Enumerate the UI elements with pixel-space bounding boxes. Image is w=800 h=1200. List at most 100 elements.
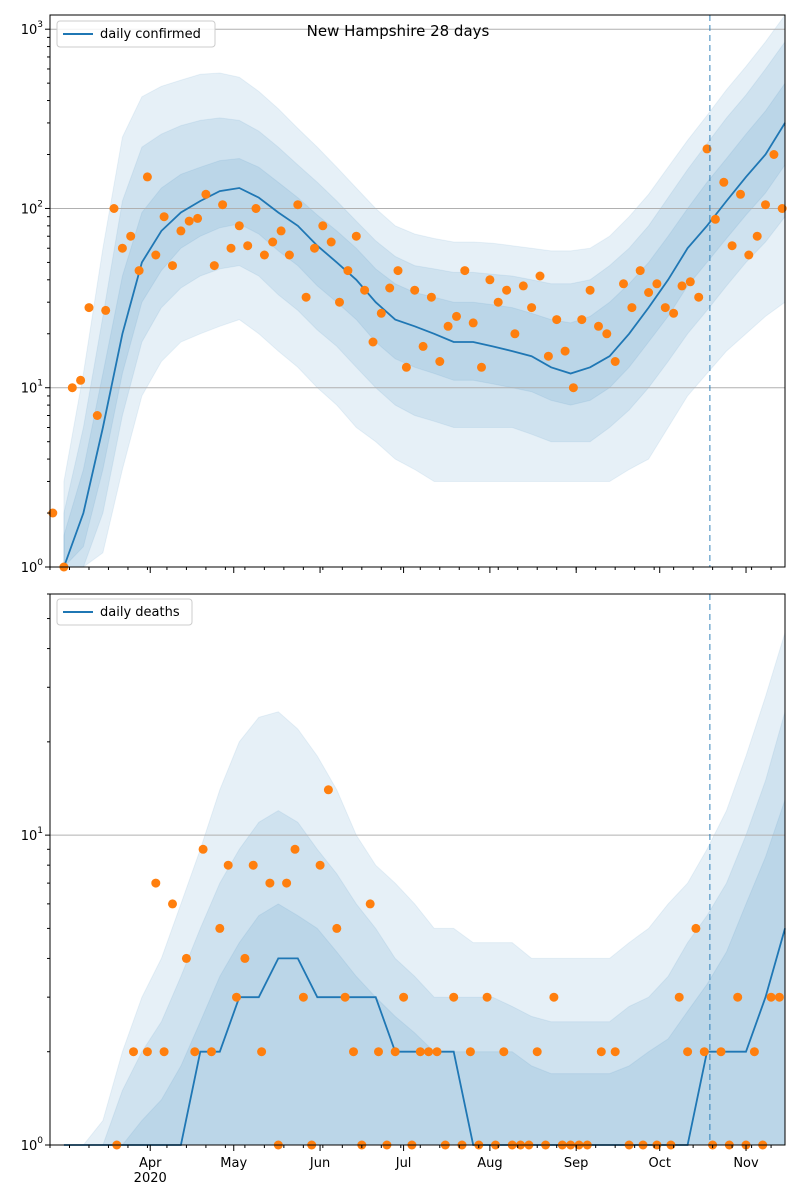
data-point bbox=[577, 315, 587, 325]
data-point bbox=[716, 1047, 726, 1057]
data-point bbox=[468, 318, 478, 328]
x-tick-label: Jun bbox=[309, 1156, 330, 1171]
data-point bbox=[399, 992, 409, 1002]
data-point bbox=[259, 250, 269, 260]
data-point bbox=[736, 189, 745, 199]
data-point bbox=[443, 321, 453, 331]
data-point bbox=[282, 878, 292, 888]
chart-title: New Hampshire 28 days bbox=[307, 22, 490, 40]
y-tick-label: 101 bbox=[21, 826, 43, 844]
confirmed-y-axis: 100 101 102 103 bbox=[21, 20, 50, 576]
y-tick-label: 103 bbox=[21, 20, 43, 38]
confirmed-panel: 100 101 102 103 New Hampshire 28 days daily… bbox=[21, 13, 787, 576]
data-point bbox=[209, 261, 219, 271]
confirmed-legend-label: daily confirmed bbox=[100, 27, 201, 42]
data-point bbox=[290, 844, 300, 854]
data-point bbox=[465, 1047, 475, 1057]
data-point bbox=[435, 357, 445, 366]
data-point bbox=[248, 860, 258, 870]
data-point bbox=[766, 992, 776, 1002]
data-point bbox=[499, 1047, 509, 1057]
data-point bbox=[349, 1047, 358, 1057]
data-point bbox=[635, 266, 645, 276]
data-point bbox=[92, 411, 102, 420]
data-point bbox=[159, 1047, 169, 1057]
data-point bbox=[644, 288, 654, 297]
data-point bbox=[129, 1047, 138, 1057]
data-point bbox=[207, 1047, 216, 1057]
data-point bbox=[543, 351, 553, 361]
data-point bbox=[117, 243, 127, 253]
confirmed-line bbox=[63, 122, 786, 568]
data-point bbox=[510, 329, 520, 339]
data-point bbox=[223, 860, 233, 870]
data-point bbox=[368, 337, 378, 347]
y-tick-label: 100 bbox=[21, 558, 44, 576]
x-tick-year-label: 2020 bbox=[134, 1171, 167, 1186]
data-point bbox=[360, 285, 370, 295]
data-point bbox=[699, 1047, 709, 1057]
data-point bbox=[168, 899, 177, 909]
confirmed-legend: daily confirmed bbox=[56, 20, 216, 48]
data-point bbox=[374, 1047, 383, 1057]
x-tick-label: Nov bbox=[733, 1156, 759, 1171]
confirmed-points bbox=[48, 144, 787, 572]
deaths-y-axis: 100 101 bbox=[21, 593, 50, 1154]
data-point bbox=[76, 375, 86, 385]
deaths-legend-label: daily deaths bbox=[100, 605, 180, 620]
data-point bbox=[323, 785, 333, 795]
data-point bbox=[176, 226, 186, 236]
data-point bbox=[452, 311, 461, 321]
data-point bbox=[691, 923, 701, 933]
data-point bbox=[493, 297, 503, 307]
data-point bbox=[268, 237, 278, 247]
data-point bbox=[719, 177, 729, 187]
data-point bbox=[744, 250, 754, 260]
data-point bbox=[218, 200, 228, 210]
data-point bbox=[48, 508, 58, 518]
data-point bbox=[627, 303, 637, 313]
data-point bbox=[240, 953, 250, 963]
data-point bbox=[318, 221, 328, 231]
data-point bbox=[243, 241, 253, 251]
data-point bbox=[449, 992, 459, 1002]
data-point bbox=[226, 243, 236, 253]
data-point bbox=[477, 362, 486, 372]
data-point bbox=[733, 992, 743, 1002]
data-point bbox=[385, 283, 395, 293]
x-tick-label: Sep bbox=[564, 1156, 589, 1171]
data-point bbox=[652, 279, 662, 289]
data-point bbox=[126, 231, 136, 241]
data-point bbox=[265, 878, 275, 888]
data-point bbox=[142, 1047, 152, 1057]
data-point bbox=[549, 992, 559, 1002]
data-point bbox=[694, 292, 704, 302]
data-point bbox=[343, 266, 353, 276]
x-tick-label: Apr bbox=[139, 1156, 162, 1171]
data-point bbox=[151, 250, 161, 260]
data-point bbox=[485, 275, 495, 285]
data-point bbox=[619, 279, 628, 289]
data-point bbox=[315, 860, 325, 870]
y-tick-label: 102 bbox=[21, 199, 43, 217]
data-point bbox=[251, 204, 261, 213]
confirmed-x-ticks bbox=[49, 567, 772, 573]
data-point bbox=[761, 200, 770, 210]
data-point bbox=[390, 1047, 400, 1057]
data-point bbox=[393, 266, 403, 276]
data-point bbox=[418, 341, 428, 351]
data-point bbox=[215, 923, 225, 933]
x-tick-label: Jul bbox=[395, 1156, 412, 1171]
data-point bbox=[685, 277, 695, 287]
data-point bbox=[669, 308, 679, 318]
data-point bbox=[518, 281, 528, 291]
data-point bbox=[535, 271, 545, 281]
data-point bbox=[284, 250, 294, 260]
data-point bbox=[560, 346, 570, 356]
confirmed-axes-frame bbox=[49, 14, 786, 568]
data-point bbox=[683, 1047, 693, 1057]
data-point bbox=[426, 292, 436, 302]
x-tick-label: Oct bbox=[648, 1156, 670, 1171]
